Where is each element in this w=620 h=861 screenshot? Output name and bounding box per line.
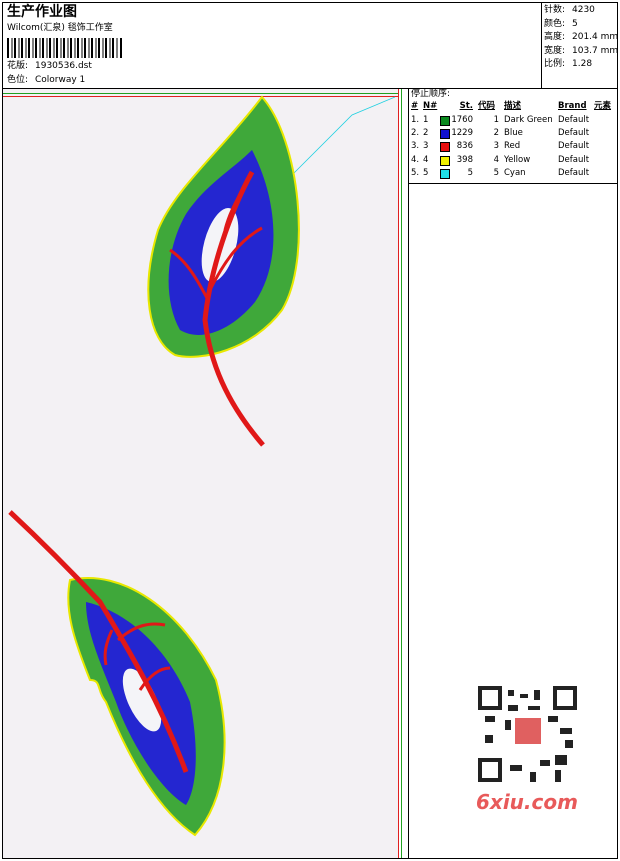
- info-value: 201.4 mm: [572, 32, 619, 42]
- code: 2: [493, 128, 499, 139]
- stitches: 5: [467, 167, 473, 178]
- info-value: 103.7 mm: [572, 45, 619, 56]
- color-swatch: [440, 168, 450, 179]
- color-swatch: [440, 116, 450, 126]
- qr-code: [471, 681, 583, 789]
- design-file: 1930536.dst: [35, 61, 92, 71]
- title: 生产作业图: [7, 4, 77, 20]
- needle: 4: [423, 154, 429, 165]
- column-header: #: [411, 101, 419, 111]
- stop: 1.: [411, 115, 420, 125]
- stitches: 1229: [451, 128, 473, 139]
- description: Dark Green: [504, 115, 553, 125]
- brand: Default: [558, 141, 590, 152]
- needle: 2: [423, 128, 429, 139]
- code: 1: [493, 115, 499, 125]
- info-value: 5: [572, 18, 578, 29]
- stitches: 836: [456, 141, 473, 152]
- info-label: 针数:: [544, 5, 566, 15]
- description: Cyan: [504, 167, 526, 178]
- description: Blue: [504, 128, 523, 139]
- column-header: Brand: [558, 101, 587, 111]
- brand: Default: [558, 115, 590, 125]
- info-label: 颜色:: [544, 18, 566, 29]
- studio: Wilcom(汇泉) 毯饰工作室: [7, 23, 113, 33]
- brand: Default: [558, 128, 590, 139]
- code: 5: [493, 167, 499, 178]
- column-header: 元素: [594, 101, 612, 111]
- barcode: [7, 38, 122, 58]
- stop: 2.: [411, 128, 420, 139]
- info-label: 高度:: [544, 32, 566, 42]
- description: Yellow: [504, 154, 531, 165]
- watermark: 6xiu.com: [476, 790, 578, 814]
- description: Red: [504, 141, 521, 152]
- stop: 3.: [411, 141, 420, 152]
- color-swatch: [440, 142, 450, 153]
- column-header: 代码: [478, 101, 496, 111]
- brand: Default: [558, 154, 590, 165]
- colorway: Colorway 1: [35, 75, 86, 85]
- code: 3: [493, 141, 499, 152]
- column-header: 描述: [504, 101, 522, 111]
- needle: 5: [423, 167, 429, 178]
- brand: Default: [558, 167, 590, 178]
- needle: 1: [423, 115, 429, 125]
- stop: 5.: [411, 167, 420, 178]
- color-swatch: [440, 129, 450, 140]
- column-header: St.: [459, 101, 473, 111]
- jump-stitch: [284, 96, 396, 183]
- stop: 4.: [411, 154, 420, 165]
- code: 4: [493, 154, 499, 165]
- stitches: 1760: [451, 115, 473, 125]
- needle: 3: [423, 141, 429, 152]
- leaf-bottom: [8, 510, 226, 837]
- design-label: 花版:: [7, 61, 29, 71]
- color-swatch: [440, 155, 450, 166]
- colorway-label: 色位:: [7, 75, 29, 85]
- info-label: 宽度:: [544, 45, 566, 56]
- stop-title: 停止顺序:: [411, 89, 451, 99]
- info-label: 比例:: [544, 59, 566, 69]
- info-value: 1.28: [572, 59, 593, 69]
- info-value: 4230: [572, 5, 595, 15]
- column-header: N#: [423, 101, 438, 111]
- leaf-top: [147, 95, 300, 447]
- stitches: 398: [456, 154, 473, 165]
